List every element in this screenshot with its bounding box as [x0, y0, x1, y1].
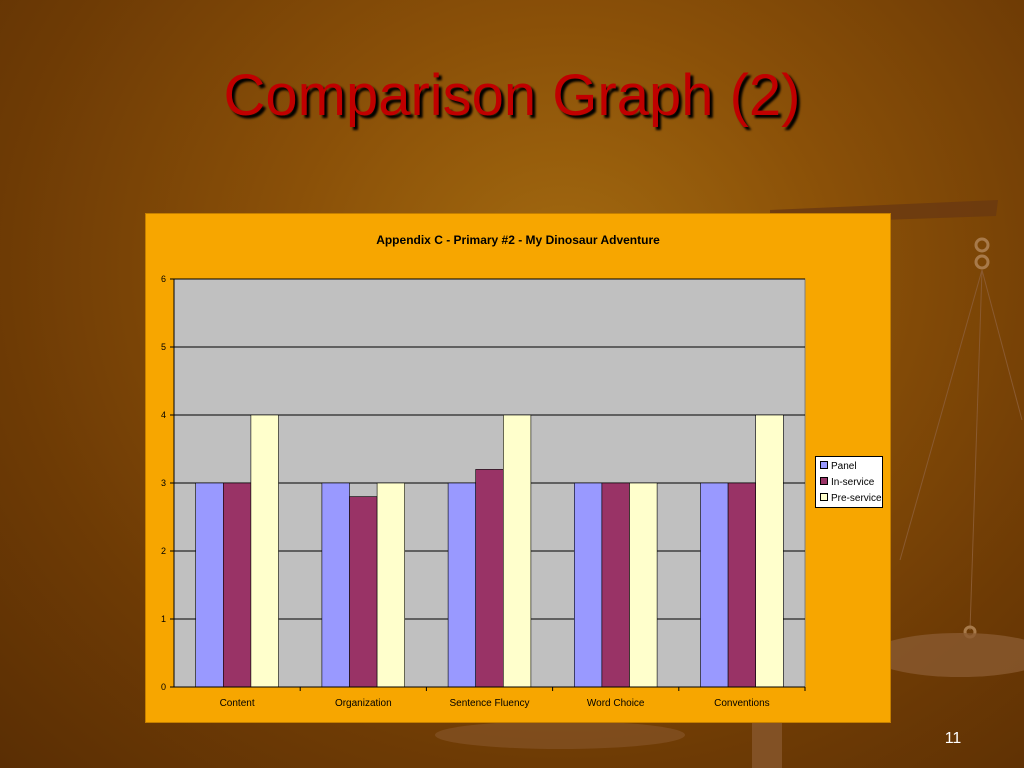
- y-tick-label: 3: [161, 478, 166, 488]
- bar-in-service-content: [223, 482, 252, 688]
- x-tick-label: Conventions: [714, 698, 770, 709]
- y-tick-label: 5: [161, 342, 166, 352]
- legend-item-pre-service: Pre-service: [820, 492, 882, 506]
- bar-in-service-organization: [349, 496, 378, 688]
- legend-swatch-in-service: [820, 477, 828, 486]
- bar-pre-service-sentence-fluency: [502, 414, 532, 688]
- legend-item-in-service: In-service: [820, 476, 874, 490]
- chart-frame: Appendix C - Primary #2 - My Dinosaur Ad…: [145, 213, 891, 723]
- bar-chart: 0 1 2 3 4 5 6 Content Organization Sentence Fluen…: [161, 274, 806, 709]
- y-tick-label: 1: [161, 614, 166, 624]
- slide-title: Comparison Graph (2): [223, 63, 801, 128]
- x-tick-label: Sentence Fluency: [449, 698, 529, 709]
- legend-label-pre-service: Pre-service: [831, 493, 882, 504]
- bar-panel-sentence-fluency: [447, 482, 477, 688]
- bar-panel-organization: [321, 482, 350, 688]
- bar-pre-service-organization: [376, 482, 406, 688]
- y-tick-label: 0: [161, 682, 166, 692]
- x-tick-label: Content: [220, 698, 255, 709]
- bar-panel-conventions: [700, 482, 729, 688]
- bar-pre-service-conventions: [755, 414, 784, 688]
- legend-label-in-service: In-service: [831, 477, 875, 488]
- x-tick-label: Organization: [335, 698, 392, 709]
- bar-in-service-sentence-fluency: [475, 469, 504, 688]
- legend-swatch-panel: [820, 461, 828, 470]
- bar-pre-service-content: [250, 414, 279, 688]
- chart-title: Appendix C - Primary #2 - My Dinosaur Ad…: [376, 233, 660, 247]
- legend-item-panel: Panel: [820, 460, 857, 474]
- bar-pre-service-word-choice: [629, 482, 658, 688]
- y-tick-label: 2: [161, 546, 166, 556]
- bar-panel-content: [195, 482, 224, 688]
- bar-in-service-word-choice: [601, 482, 630, 688]
- x-tick-label: Word Choice: [587, 698, 645, 709]
- page-number: 11: [944, 730, 962, 747]
- chart-legend: Panel In-service Pre-service: [815, 456, 883, 508]
- bar-in-service-conventions: [727, 482, 756, 688]
- legend-label-panel: Panel: [831, 461, 857, 472]
- legend-swatch-pre-service: [820, 493, 828, 502]
- bar-panel-word-choice: [573, 482, 603, 688]
- y-tick-label: 4: [161, 410, 166, 420]
- y-tick-label: 6: [161, 274, 166, 284]
